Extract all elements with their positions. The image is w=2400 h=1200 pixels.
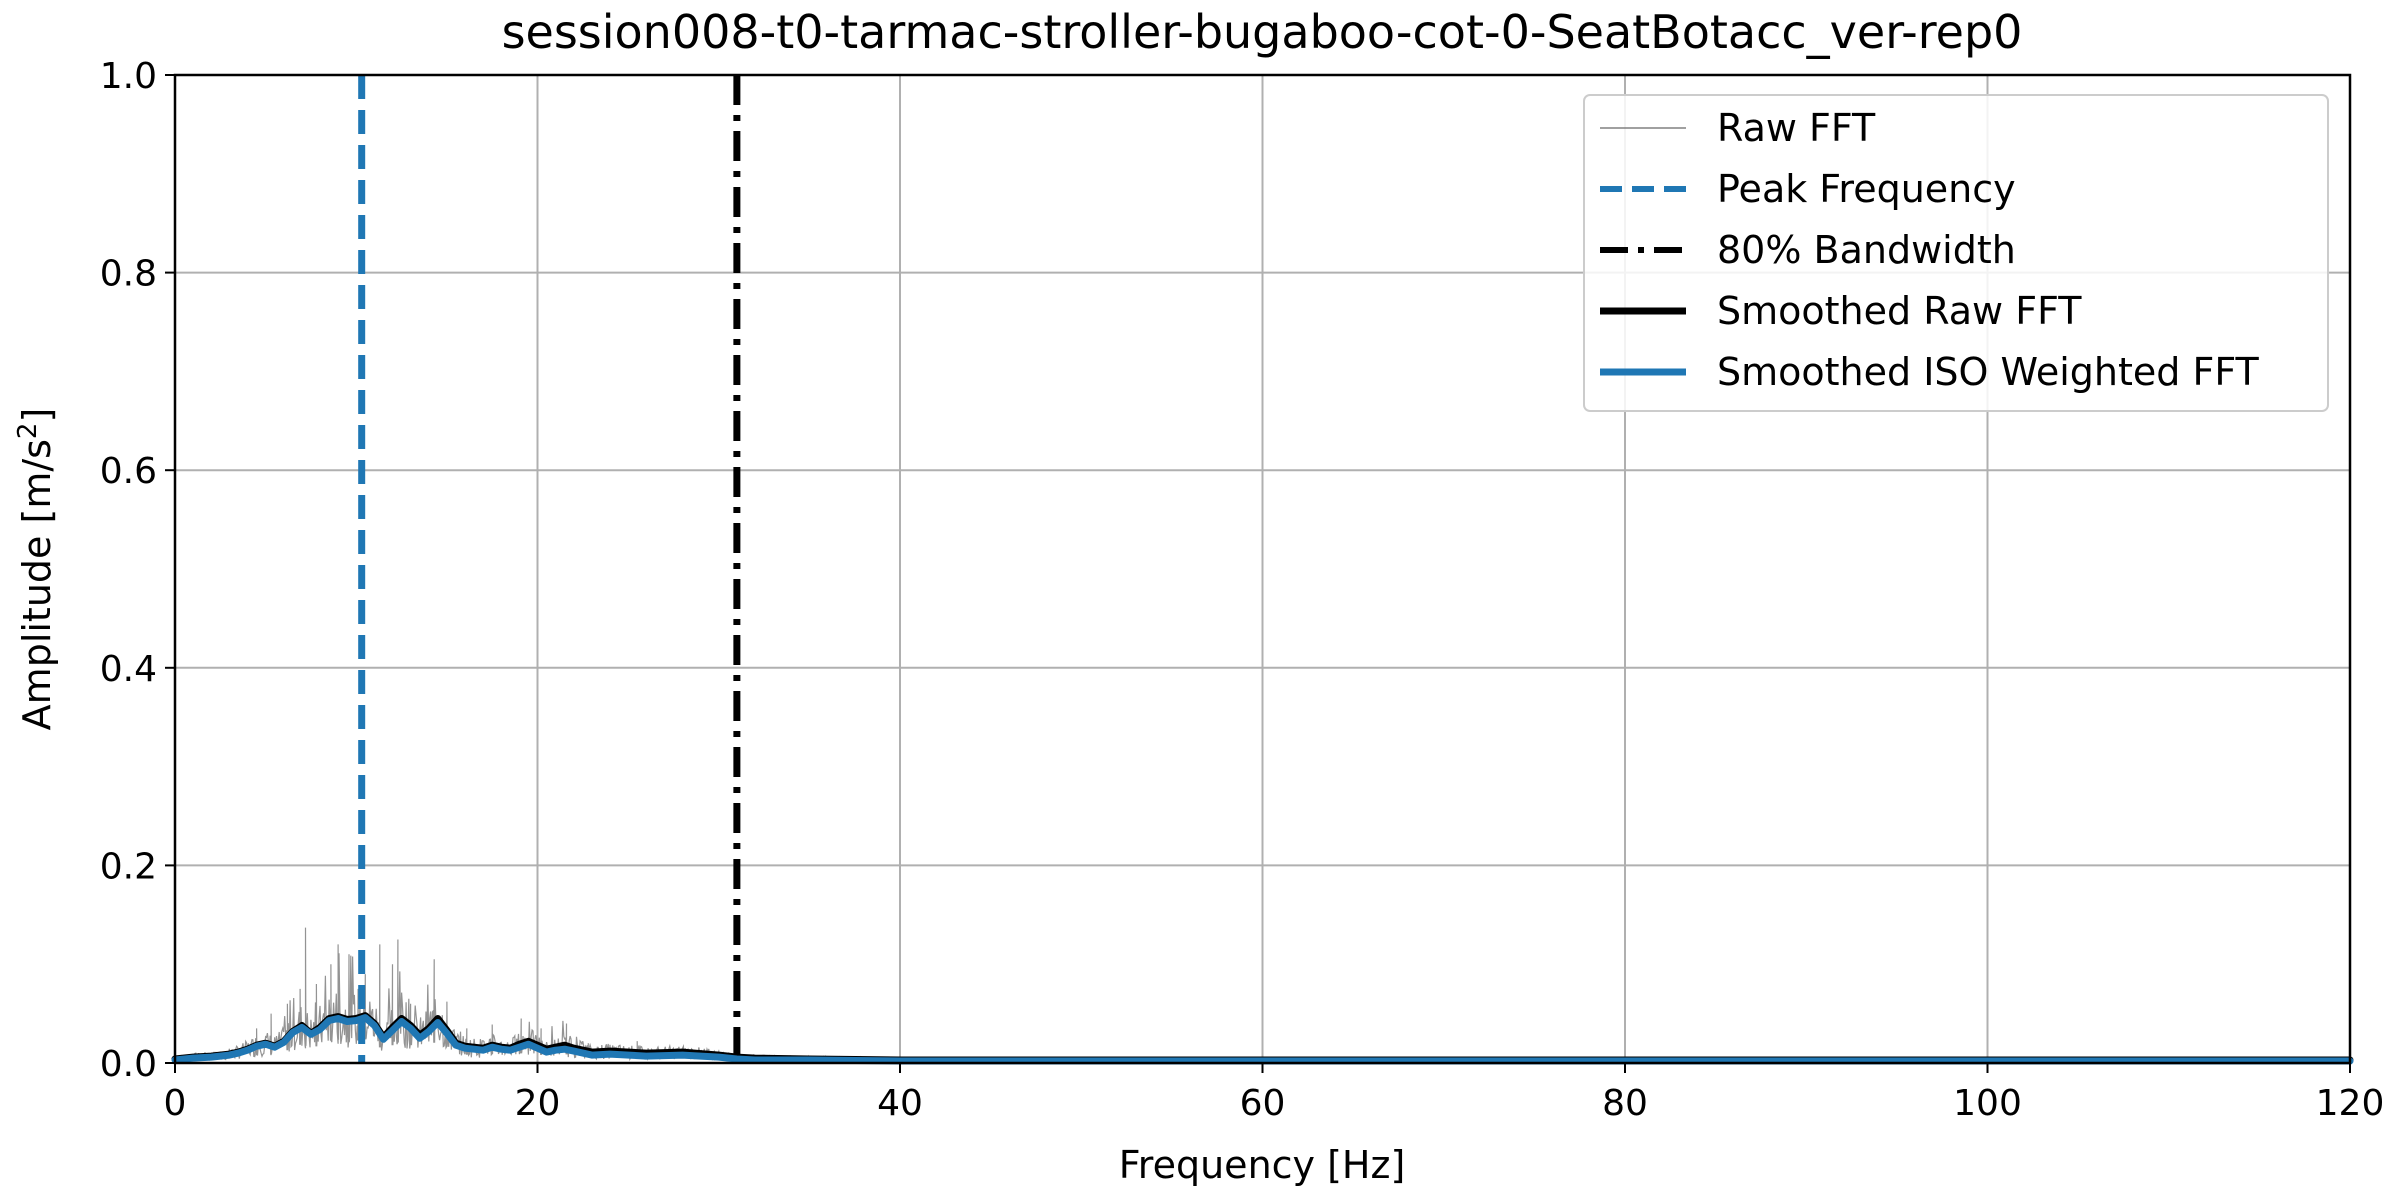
x-tick-label: 0 (164, 1083, 187, 1124)
y-tick-label: 0.8 (100, 254, 157, 295)
y-axis-label-end: ] (15, 408, 59, 423)
x-tick-label: 20 (515, 1083, 561, 1124)
y-tick-label: 0.2 (100, 846, 157, 887)
legend: Raw FFT Peak Frequency 80% Bandwidth Smo… (1583, 94, 2329, 412)
y-tick-label: 1.0 (100, 56, 157, 97)
y-tick-label: 0.0 (100, 1044, 157, 1085)
y-axis-label: Amplitude [m/s2] (13, 408, 59, 731)
legend-box (1583, 94, 2329, 412)
axis-ticks: 0 20 40 60 80 100 120 0.0 0.2 0.4 0.6 0.8 1.0 (100, 56, 2385, 1124)
series-smoothed-iso-weighted-fft (171, 1014, 2354, 1065)
legend-label-smoothed-raw: Smoothed Raw FFT (1717, 289, 2082, 333)
x-tick-label: 120 (2316, 1083, 2385, 1124)
x-axis-label: Frequency [Hz] (1119, 1143, 1406, 1187)
x-tick-label: 100 (1953, 1083, 2022, 1124)
x-tick-label: 40 (877, 1083, 923, 1124)
legend-label-raw-fft: Raw FFT (1717, 106, 1876, 150)
smoothed-series-layer (171, 1012, 2354, 1065)
y-axis-label-main: Amplitude [m/s (15, 439, 59, 730)
y-tick-label: 0.6 (100, 451, 157, 492)
legend-label-smoothed-iso: Smoothed ISO Weighted FFT (1717, 350, 2260, 394)
legend-label-peak-frequency: Peak Frequency (1717, 167, 2016, 211)
reference-lines-layer (358, 75, 741, 1063)
x-tick-label: 60 (1240, 1083, 1286, 1124)
x-tick-label: 80 (1602, 1083, 1648, 1124)
chart-title: session008-t0-tarmac-stroller-bugaboo-co… (502, 5, 2023, 59)
y-axis-label-sup: 2 (13, 423, 43, 440)
legend-label-bandwidth: 80% Bandwidth (1717, 228, 2016, 272)
y-tick-label: 0.4 (100, 649, 157, 690)
